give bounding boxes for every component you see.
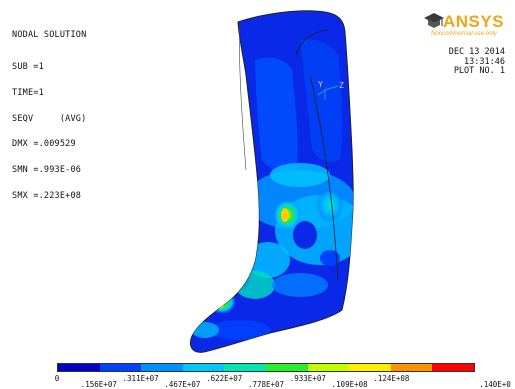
legend-swatch: #ff9000 bbox=[390, 364, 433, 371]
legend-swatch: #00c8ff bbox=[182, 364, 225, 371]
legend-swatch: #00e8b0 bbox=[224, 364, 266, 371]
info-smn: SMN =.993E-06 bbox=[12, 165, 82, 176]
logo-brand: ANSYS bbox=[443, 12, 505, 31]
ansys-logo: ANSYS Noncommercial use only bbox=[423, 12, 515, 42]
shell-edge-line bbox=[239, 23, 247, 171]
info-dmx: DMX =.009529 bbox=[12, 139, 76, 150]
solution-info-panel: NODAL SOLUTION SUB =1 TIME=1 SEQV (AVG) … bbox=[12, 14, 86, 209]
graduation-cap-icon bbox=[424, 13, 444, 28]
legend-swatch: #0040ff bbox=[99, 364, 142, 371]
info-seqv: SEQV (AVG) bbox=[12, 113, 87, 124]
plot-time: 13:31:46 bbox=[464, 56, 505, 67]
plot-date: DEC 13 2014 bbox=[448, 47, 505, 57]
logo-tagline: Noncommercial use only bbox=[431, 31, 497, 37]
strap-top-line bbox=[295, 29, 329, 56]
solution-title: NODAL SOLUTION bbox=[12, 30, 87, 41]
legend-swatch: #0090ff bbox=[141, 364, 183, 371]
triad-z-label: Z bbox=[339, 81, 344, 90]
coordinate-triad-icon: Y Z bbox=[317, 80, 344, 100]
legend-swatch: #28f028 bbox=[265, 364, 308, 371]
legend-swatch: #c0ff00 bbox=[307, 364, 350, 371]
info-time: TIME=1 bbox=[12, 87, 44, 98]
strap-edge-line bbox=[309, 74, 339, 281]
info-sub: SUB =1 bbox=[12, 61, 44, 72]
plot-number: PLOT NO. 1 bbox=[453, 66, 505, 76]
contour-legend-bar: #0000c8#0040ff#0090ff#00c8ff#00e8b0#28f0… bbox=[57, 363, 475, 372]
info-smx: SMX =.223E+08 bbox=[12, 190, 82, 201]
legend-swatch: #ff0000 bbox=[432, 364, 474, 371]
triad-y-label: Y bbox=[318, 80, 323, 89]
plot-date-block: DEC 13 2014 13:31:46 PLOT NO. 1 bbox=[448, 47, 505, 77]
legend-swatch: #0000c8 bbox=[58, 364, 100, 371]
legend-swatch: #ffee00 bbox=[349, 364, 391, 371]
